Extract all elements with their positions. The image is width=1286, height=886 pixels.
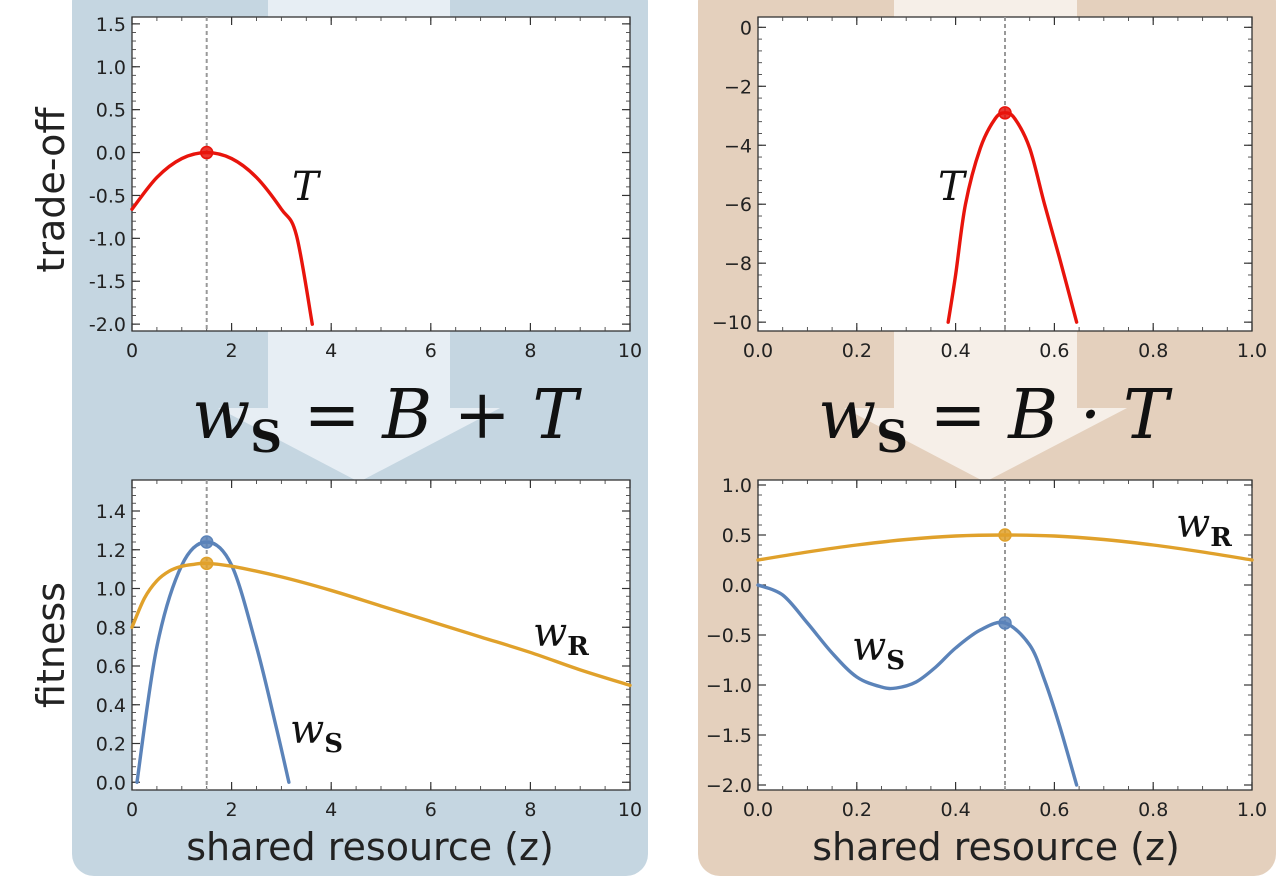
- x-tick-label: 6: [425, 340, 437, 362]
- x-tick-label: 2: [226, 340, 238, 362]
- y-tick-label: −8: [724, 253, 752, 275]
- optimum-point: [998, 106, 1012, 120]
- x-tick-label: 0.2: [842, 340, 872, 362]
- optimum-point: [998, 528, 1012, 542]
- y-tick-label: 0.8: [96, 617, 126, 639]
- x-tick-label: 0.6: [1039, 799, 1069, 821]
- curve-label-w-r: wR: [1176, 501, 1232, 553]
- optimum-point: [998, 616, 1012, 630]
- y-tick-label: 0.5: [722, 525, 752, 547]
- optimum-point: [199, 556, 214, 571]
- series-line-t: [130, 150, 314, 326]
- x-tick-label: 0: [126, 340, 138, 362]
- x-tick-label: 0.6: [1039, 340, 1069, 362]
- x-axis-title-right: shared resource (z): [812, 825, 1180, 869]
- equation-rest: = B · T: [908, 376, 1173, 455]
- x-tick-label: 0: [126, 799, 138, 821]
- y-tick-label: −1.5: [706, 725, 752, 747]
- equation-subscript: S: [876, 412, 908, 463]
- plot-top-left: 0 2 4 6 8 10 1.5 1.0 0.5 0.0 -0.5 -1.0 -1.5 -2.0 T: [89, 14, 642, 362]
- y-tick-label: 0.0: [722, 575, 752, 597]
- y-tick-label: -1.5: [89, 271, 126, 293]
- row-label-fitness: fitness: [29, 582, 73, 708]
- y-tick-label: 0.6: [96, 656, 126, 678]
- x-axis-title-left: shared resource (z): [186, 825, 554, 869]
- x-tick-label: 8: [524, 799, 536, 821]
- x-tick-label: 0.8: [1138, 799, 1168, 821]
- plot-top-right: 0.0 0.2 0.4 0.6 0.8 1.0 0 −2 −4 −6 −8 −10 T: [712, 16, 1267, 362]
- y-tick-label: 1.5: [96, 14, 126, 36]
- y-tick-label: −2: [724, 76, 752, 98]
- x-tick-label: 6: [425, 799, 437, 821]
- plot-bottom-left: 0 2 4 6 8 10 1.4 1.2 1.0 0.8 0.6 0.4 0.2 0.0 wS wR: [96, 479, 642, 821]
- equation-w: w: [818, 376, 876, 455]
- x-tick-label: 0.0: [743, 799, 773, 821]
- y-tick-label: 1.2: [96, 540, 126, 562]
- series-line-w-s: [756, 583, 1079, 787]
- curve-label-w-s: wS: [852, 624, 905, 676]
- x-tick-label: 1.0: [1237, 799, 1267, 821]
- y-tick-label: −10: [712, 312, 752, 334]
- equation-rest: = B + T: [282, 376, 582, 455]
- y-tick-label: 0.4: [96, 695, 126, 717]
- curve-label-w-r: wR: [533, 610, 589, 662]
- curve-label-t: T: [938, 164, 968, 210]
- y-tick-label: 1.0: [96, 57, 126, 79]
- x-tick-label: 1.0: [1237, 340, 1267, 362]
- y-tick-label: 0.5: [96, 100, 126, 122]
- row-label-trade-off: trade-off: [29, 107, 73, 273]
- y-tick-label: −4: [724, 135, 752, 157]
- y-tick-label: 1.0: [722, 475, 752, 497]
- curve-label-t: T: [292, 164, 322, 210]
- curve-label-w-s: wS: [290, 707, 343, 759]
- plot-frame: [131, 16, 631, 332]
- left-equation: wS = B + T: [192, 376, 582, 463]
- equation-w: w: [192, 376, 250, 455]
- plot-frame: [131, 479, 631, 791]
- x-tick-label: 10: [618, 340, 642, 362]
- series-line-w-r: [130, 561, 632, 688]
- y-tick-label: −1.0: [706, 675, 752, 697]
- equation-subscript: S: [250, 412, 282, 463]
- y-tick-label: 0: [740, 17, 752, 39]
- y-tick-label: -1.0: [89, 228, 126, 250]
- series-line-w-s: [135, 540, 291, 784]
- y-tick-label: -0.5: [89, 185, 126, 207]
- y-tick-label: 0.2: [96, 734, 126, 756]
- x-tick-label: 0.0: [743, 340, 773, 362]
- x-tick-label: 0.8: [1138, 340, 1168, 362]
- y-tick-label: -2.0: [89, 314, 126, 336]
- y-tick-label: 1.0: [96, 579, 126, 601]
- optimum-point: [199, 535, 214, 549]
- y-tick-label: 0.0: [96, 772, 126, 794]
- x-tick-label: 8: [524, 340, 536, 362]
- y-tick-label: 1.4: [96, 501, 126, 523]
- y-tick-label: 0.0: [96, 143, 126, 165]
- x-tick-label: 4: [325, 799, 337, 821]
- y-tick-label: −2.0: [706, 775, 752, 797]
- y-tick-label: −0.5: [706, 625, 752, 647]
- plot-bottom-right: 0.0 0.2 0.4 0.6 0.8 1.0 1.0 0.5 0.0 −0.5 −1.0 −1.5 −…: [706, 475, 1267, 821]
- x-tick-label: 0.4: [940, 340, 970, 362]
- right-equation: wS = B · T: [818, 376, 1173, 463]
- x-tick-label: 4: [325, 340, 337, 362]
- x-tick-label: 0.2: [842, 799, 872, 821]
- x-tick-label: 2: [226, 799, 238, 821]
- x-tick-label: 10: [618, 799, 642, 821]
- x-tick-label: 0.4: [940, 799, 970, 821]
- optimum-point: [199, 145, 214, 160]
- y-tick-label: −6: [724, 194, 752, 216]
